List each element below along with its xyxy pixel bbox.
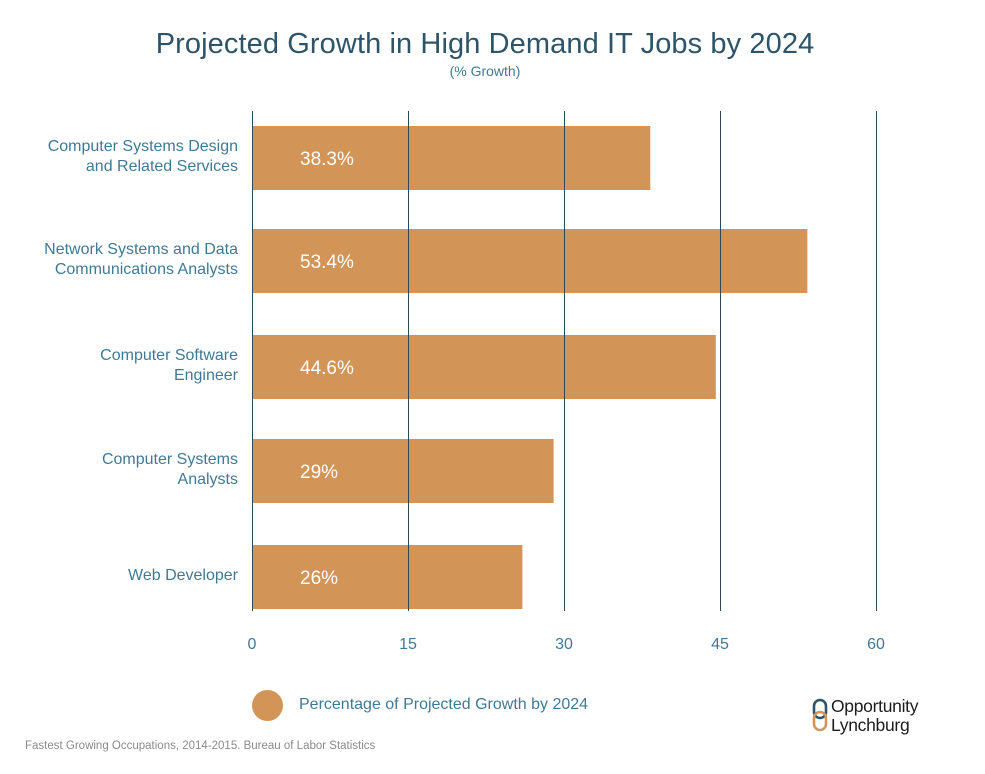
x-tick-label-45: 45 xyxy=(711,636,729,653)
opportunity-lynchburg-logo: Opportunity Lynchburg xyxy=(812,697,942,737)
legend-swatch xyxy=(252,689,283,721)
data-label-3: 29% xyxy=(300,462,338,483)
category-label-3: Computer Systems Analysts xyxy=(101,451,238,488)
x-tick-label-0: 0 xyxy=(248,636,257,653)
chart-title: Projected Growth in High Demand IT Jobs … xyxy=(155,28,815,60)
x-tick-label-15: 15 xyxy=(399,636,417,653)
source-note: Fastest Growing Occupations, 2014-2015. … xyxy=(25,740,376,752)
x-tick-label-30: 30 xyxy=(555,636,573,653)
logo-line-2: Lynchburg xyxy=(831,715,910,735)
bar-1 xyxy=(252,229,808,293)
category-label-4: Web Developer xyxy=(128,567,238,584)
data-label-4: 26% xyxy=(300,568,338,589)
bar-4 xyxy=(252,545,523,609)
legend-label: Percentage of Projected Growth by 2024 xyxy=(299,696,589,713)
category-label-1: Network Systems and Data Communications … xyxy=(44,241,238,278)
data-label-1: 53.4% xyxy=(300,252,354,273)
bar-2 xyxy=(252,335,716,399)
data-label-0: 38.3% xyxy=(300,149,354,170)
x-tick-label-60: 60 xyxy=(867,636,885,653)
data-label-2: 44.6% xyxy=(300,358,354,379)
category-label-2: Computer Software Engineer xyxy=(100,347,238,384)
category-label-0: Computer Systems Design and Related Serv… xyxy=(47,138,238,175)
logo-line-1: Opportunity xyxy=(831,696,919,716)
legend: Percentage of Projected Growth by 2024 xyxy=(252,689,588,721)
chart-subtitle: (% Growth) xyxy=(449,63,521,79)
bar-3 xyxy=(252,439,554,503)
bar-0 xyxy=(252,126,651,190)
logo-mark-icon xyxy=(812,698,828,732)
logo-text: Opportunity Lynchburg xyxy=(831,697,918,735)
